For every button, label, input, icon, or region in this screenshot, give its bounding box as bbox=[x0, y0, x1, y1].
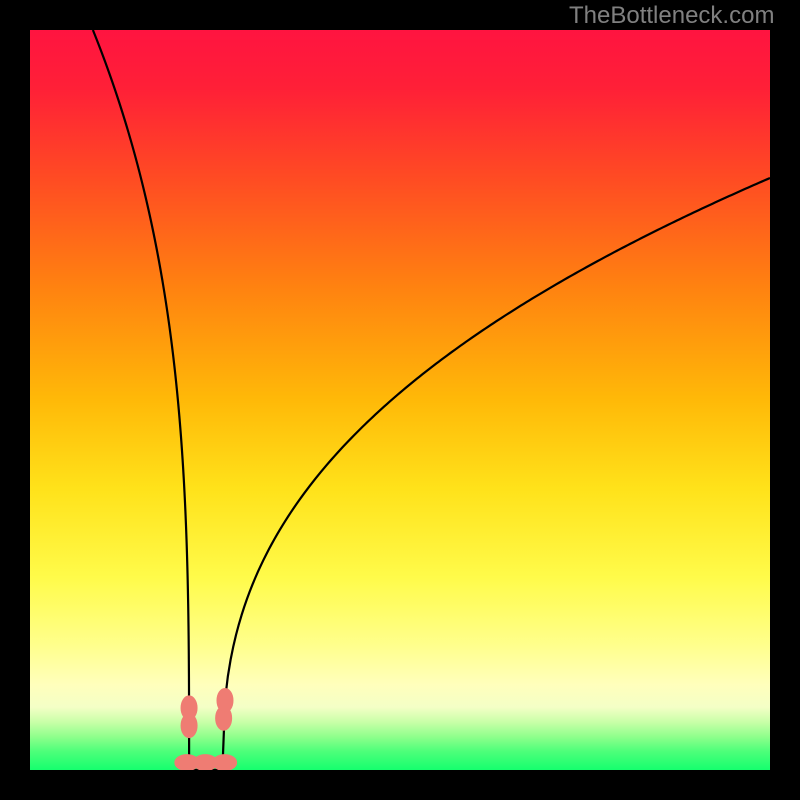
chart-svg bbox=[30, 30, 770, 770]
plot-area bbox=[30, 30, 770, 770]
bottom-marker-2 bbox=[213, 755, 237, 770]
branch-marker-0-1 bbox=[181, 696, 197, 720]
figure-root: TheBottleneck.com bbox=[0, 0, 800, 800]
watermark-text: TheBottleneck.com bbox=[569, 2, 774, 30]
branch-marker-1-1 bbox=[217, 688, 233, 712]
gradient-background bbox=[30, 30, 770, 770]
